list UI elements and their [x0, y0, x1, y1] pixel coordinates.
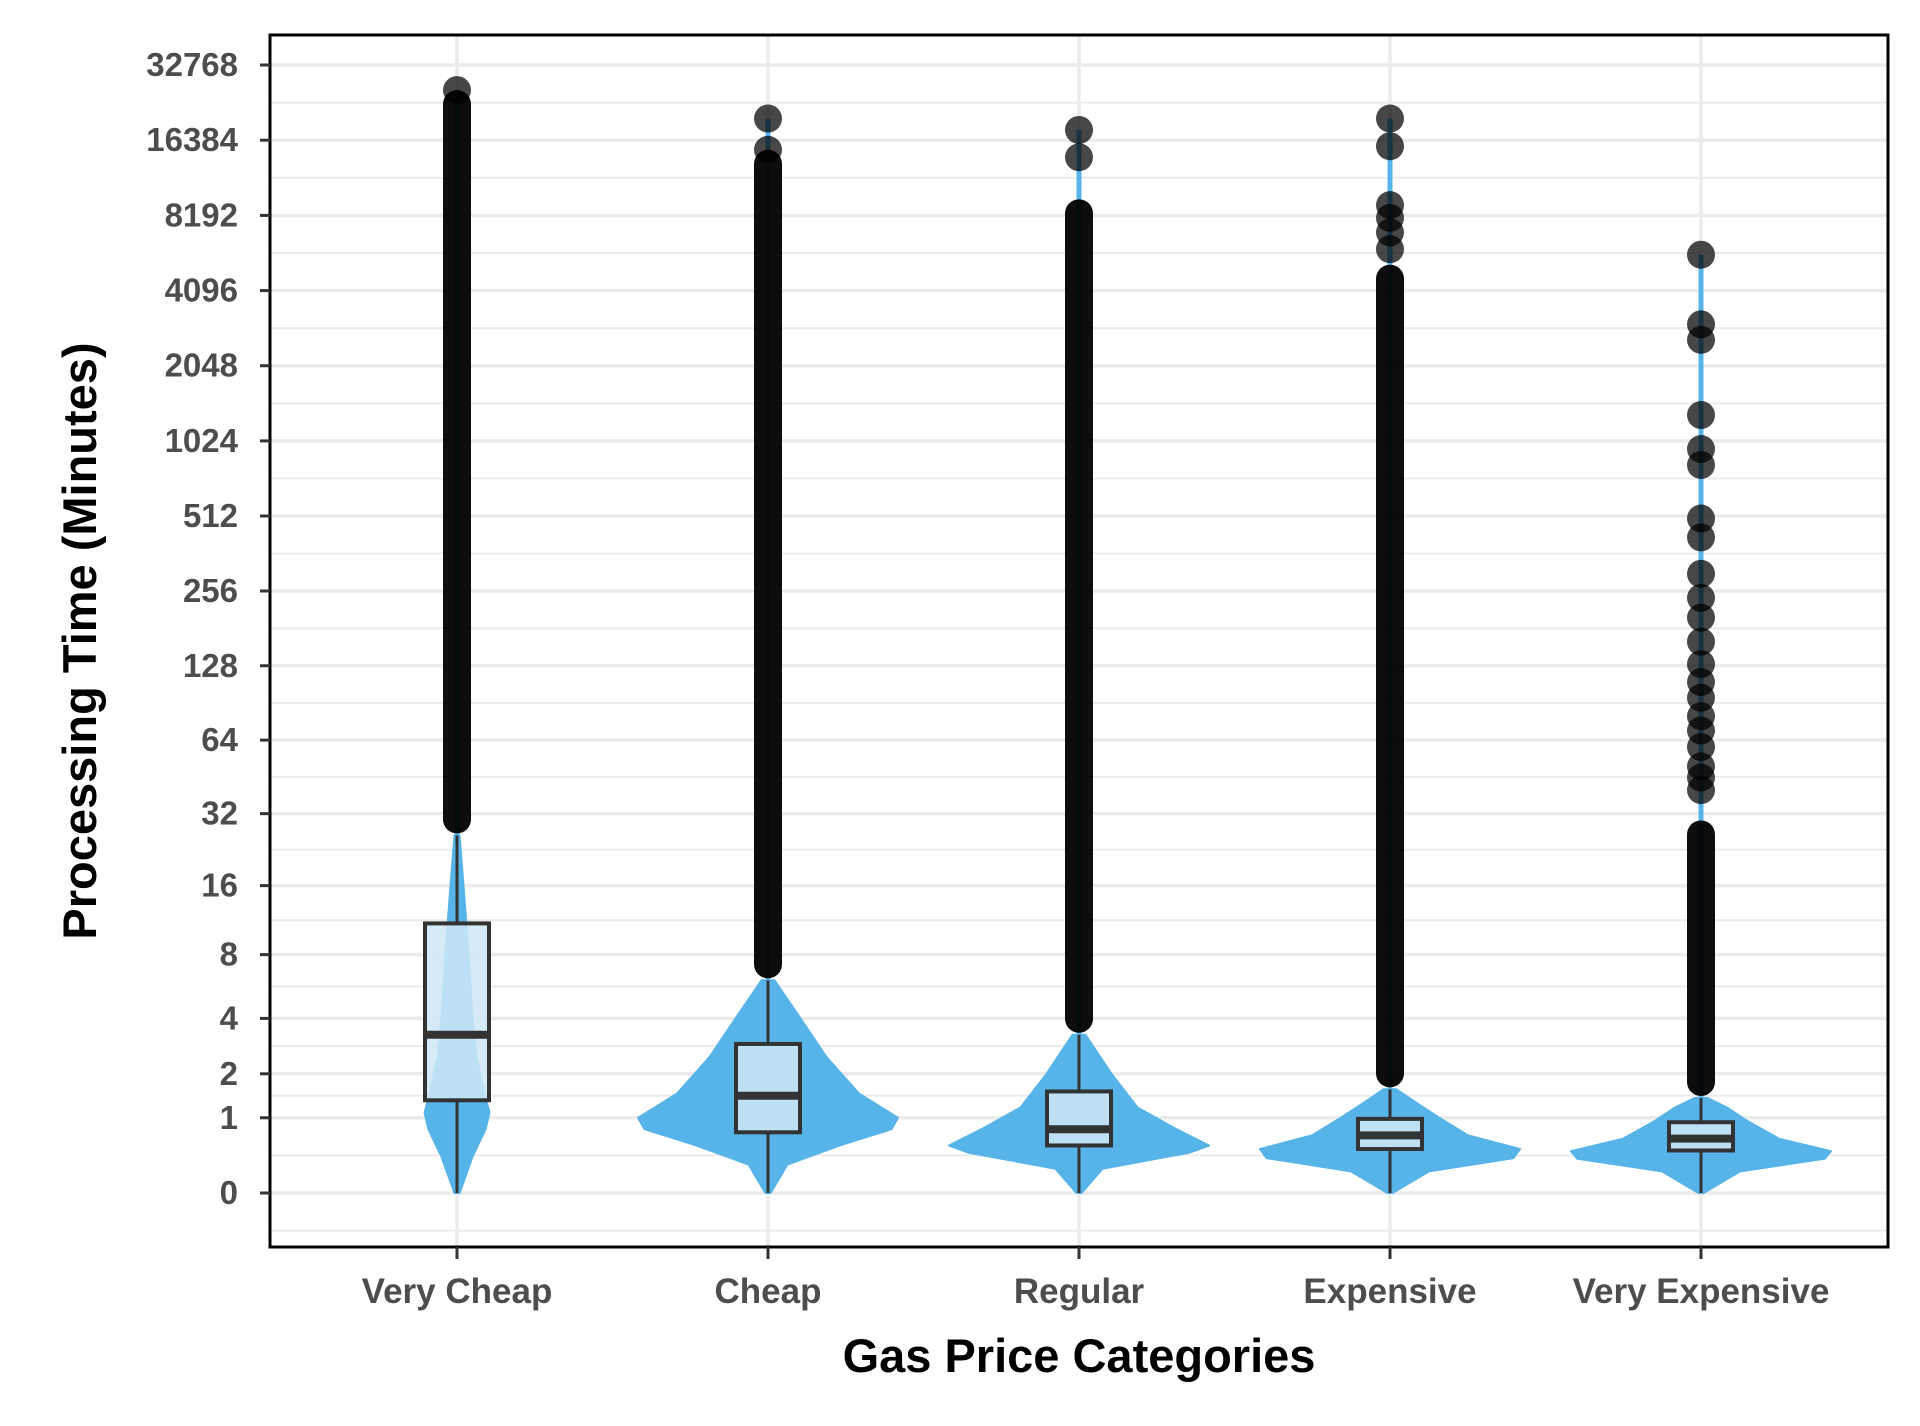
y-tick-label: 4096: [165, 272, 238, 309]
outlier-point: [1687, 450, 1715, 479]
x-tick-label: Very Expensive: [1573, 1272, 1830, 1311]
outlier-point: [1687, 603, 1715, 632]
y-tick-label: 256: [183, 572, 238, 609]
violin-series: [1259, 104, 1521, 1194]
y-tick-label: 2048: [165, 347, 238, 384]
series-group: [423, 76, 1832, 1194]
outlier-band: [754, 149, 782, 979]
y-tick-label: 1: [220, 1099, 238, 1136]
y-tick-label: 8: [220, 936, 238, 973]
outlier-point: [1687, 523, 1715, 552]
x-tick-label: Expensive: [1303, 1272, 1476, 1311]
y-tick-label: 1024: [165, 422, 239, 459]
outlier-point: [1376, 132, 1404, 161]
outlier-point: [754, 104, 782, 133]
axes: 0 1 2 4 8 16 32 64 128 256 512 1024 2048 4096 8192 1638…: [146, 46, 1829, 1311]
outlier-point: [1687, 733, 1715, 762]
outlier-point: [754, 135, 782, 164]
box: [1045, 1089, 1113, 1148]
box: [423, 921, 491, 1103]
y-tick-label: 0: [220, 1174, 238, 1211]
y-tick-label: 2: [220, 1055, 238, 1092]
y-tick-label: 16: [201, 867, 238, 904]
x-tick-label: Regular: [1014, 1272, 1145, 1311]
outlier-point: [1687, 583, 1715, 612]
y-tick-label: 32768: [146, 46, 238, 83]
outlier-point: [1376, 104, 1404, 133]
violin-series: [948, 115, 1210, 1194]
y-tick-label: 32: [201, 795, 238, 832]
violin-series: [637, 104, 899, 1194]
outlier-point: [443, 76, 471, 105]
x-tick-label: Cheap: [715, 1272, 822, 1311]
y-axis-title: Processing Time (Minutes): [53, 342, 106, 939]
y-tick-label: 64: [201, 721, 238, 758]
violin-series: [423, 76, 491, 1194]
outlier-point: [1687, 776, 1715, 805]
outlier-band: [1065, 199, 1093, 1033]
outlier-point: [1687, 240, 1715, 269]
outlier-point: [1065, 115, 1093, 144]
y-tick-label: 128: [183, 647, 238, 684]
y-tick-label: 4: [220, 999, 239, 1036]
violin-series: [1570, 240, 1832, 1194]
outlier-point: [1065, 143, 1093, 172]
outlier-point: [1687, 325, 1715, 354]
outlier-band: [1376, 264, 1404, 1088]
y-tick-label: 16384: [146, 121, 238, 158]
outlier-point: [1376, 235, 1404, 264]
x-tick-label: Very Cheap: [362, 1272, 553, 1311]
outlier-point: [1687, 627, 1715, 656]
x-axis-title: Gas Price Categories: [843, 1329, 1316, 1382]
box: [734, 1041, 802, 1135]
outlier-point: [1687, 401, 1715, 430]
y-tick-label: 512: [183, 497, 238, 534]
outlier-band: [443, 90, 471, 834]
y-tick-label: 8192: [165, 196, 238, 233]
outlier-point: [1687, 559, 1715, 588]
outlier-band: [1687, 820, 1715, 1097]
